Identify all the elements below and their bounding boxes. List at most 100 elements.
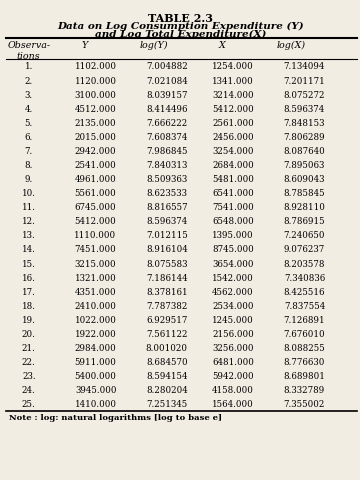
Text: 22.: 22. [22, 358, 36, 367]
Text: 7.787382: 7.787382 [147, 302, 188, 311]
Text: 9.076237: 9.076237 [284, 245, 325, 254]
Text: 7.840313: 7.840313 [147, 161, 188, 170]
Text: 7.240650: 7.240650 [284, 231, 325, 240]
Text: 17.: 17. [22, 288, 36, 297]
Text: 6.: 6. [24, 133, 33, 142]
Text: Observa-
tions: Observa- tions [7, 41, 50, 61]
Text: 21.: 21. [22, 344, 36, 353]
Text: 7.012115: 7.012115 [146, 231, 188, 240]
Text: 15.: 15. [22, 260, 36, 269]
Text: 2015.000: 2015.000 [75, 133, 117, 142]
Text: 1254.000: 1254.000 [212, 62, 254, 72]
Text: 7451.000: 7451.000 [75, 245, 117, 254]
Text: 5561.000: 5561.000 [75, 189, 117, 198]
Text: 2984.000: 2984.000 [75, 344, 117, 353]
Text: 2534.000: 2534.000 [212, 302, 254, 311]
Text: 8.623533: 8.623533 [147, 189, 188, 198]
Text: Data on Log Consumption Expenditure (Y): Data on Log Consumption Expenditure (Y) [57, 22, 303, 31]
Text: 8745.000: 8745.000 [212, 245, 254, 254]
Text: 7.126891: 7.126891 [283, 316, 325, 325]
Text: 6745.000: 6745.000 [75, 203, 117, 212]
Text: 8.689801: 8.689801 [283, 372, 325, 381]
Text: 5.: 5. [24, 119, 33, 128]
Text: 3945.000: 3945.000 [75, 386, 117, 395]
Text: 7.986845: 7.986845 [146, 147, 188, 156]
Text: 9.: 9. [24, 175, 33, 184]
Text: 3654.000: 3654.000 [212, 260, 254, 269]
Text: 8.: 8. [24, 161, 33, 170]
Text: 1245.000: 1245.000 [212, 316, 254, 325]
Text: 8.075272: 8.075272 [284, 91, 325, 100]
Text: 8.088255: 8.088255 [283, 344, 325, 353]
Text: 7.004882: 7.004882 [146, 62, 188, 72]
Text: 7.340836: 7.340836 [284, 274, 325, 283]
Text: 7.186144: 7.186144 [146, 274, 188, 283]
Text: 8.684570: 8.684570 [146, 358, 188, 367]
Text: 8.509363: 8.509363 [147, 175, 188, 184]
Text: Note : log: natural logarithms [log to base e]: Note : log: natural logarithms [log to b… [9, 414, 222, 422]
Text: 1564.000: 1564.000 [212, 400, 254, 409]
Text: 7.848153: 7.848153 [284, 119, 325, 128]
Text: 8.087640: 8.087640 [283, 147, 325, 156]
Text: 8.596374: 8.596374 [284, 105, 325, 114]
Text: 7.251345: 7.251345 [147, 400, 188, 409]
Text: 10.: 10. [22, 189, 36, 198]
Text: 7.134094: 7.134094 [284, 62, 325, 72]
Text: 5412.000: 5412.000 [75, 217, 117, 227]
Text: 2.: 2. [24, 76, 33, 85]
Text: 8.594154: 8.594154 [146, 372, 188, 381]
Text: 7.561122: 7.561122 [146, 330, 188, 339]
Text: 8.425516: 8.425516 [284, 288, 325, 297]
Text: 7.608374: 7.608374 [147, 133, 188, 142]
Text: 4351.000: 4351.000 [75, 288, 117, 297]
Text: 7.837554: 7.837554 [284, 302, 325, 311]
Text: log(Y): log(Y) [139, 41, 168, 50]
Text: 24.: 24. [22, 386, 36, 395]
Text: 8.916104: 8.916104 [146, 245, 188, 254]
Text: 1341.000: 1341.000 [212, 76, 254, 85]
Text: 2684.000: 2684.000 [212, 161, 254, 170]
Text: 3254.000: 3254.000 [212, 147, 254, 156]
Text: 1120.000: 1120.000 [75, 76, 117, 85]
Text: 4512.000: 4512.000 [75, 105, 117, 114]
Text: 6541.000: 6541.000 [212, 189, 254, 198]
Text: 6548.000: 6548.000 [212, 217, 254, 227]
Text: 8.280204: 8.280204 [146, 386, 188, 395]
Text: 6481.000: 6481.000 [212, 358, 254, 367]
Text: 1922.000: 1922.000 [75, 330, 117, 339]
Text: 1110.000: 1110.000 [75, 231, 117, 240]
Text: 5400.000: 5400.000 [75, 372, 117, 381]
Text: 1395.000: 1395.000 [212, 231, 254, 240]
Text: 4562.000: 4562.000 [212, 288, 254, 297]
Text: 8.332789: 8.332789 [284, 386, 325, 395]
Text: 7.201171: 7.201171 [283, 76, 325, 85]
Text: 1022.000: 1022.000 [75, 316, 117, 325]
Text: 13.: 13. [22, 231, 36, 240]
Text: 1102.000: 1102.000 [75, 62, 117, 72]
Text: 3256.000: 3256.000 [212, 344, 254, 353]
Text: 3.: 3. [25, 91, 33, 100]
Text: 5911.000: 5911.000 [75, 358, 117, 367]
Text: 7541.000: 7541.000 [212, 203, 254, 212]
Text: 2541.000: 2541.000 [75, 161, 117, 170]
Text: 6.929517: 6.929517 [147, 316, 188, 325]
Text: 5942.000: 5942.000 [212, 372, 254, 381]
Text: 2942.000: 2942.000 [75, 147, 117, 156]
Text: 14.: 14. [22, 245, 36, 254]
Text: 8.785845: 8.785845 [283, 189, 325, 198]
Text: 2135.000: 2135.000 [75, 119, 117, 128]
Text: 12.: 12. [22, 217, 36, 227]
Text: 16.: 16. [22, 274, 36, 283]
Text: 1410.000: 1410.000 [75, 400, 117, 409]
Text: 19.: 19. [22, 316, 36, 325]
Text: 7.676010: 7.676010 [283, 330, 325, 339]
Text: 1321.000: 1321.000 [75, 274, 117, 283]
Text: 8.203578: 8.203578 [284, 260, 325, 269]
Text: 2156.000: 2156.000 [212, 330, 254, 339]
Text: 7.355002: 7.355002 [284, 400, 325, 409]
Text: 20.: 20. [22, 330, 36, 339]
Text: 7.021084: 7.021084 [146, 76, 188, 85]
Text: 8.001020: 8.001020 [146, 344, 188, 353]
Text: 8.816557: 8.816557 [146, 203, 188, 212]
Text: 5412.000: 5412.000 [212, 105, 254, 114]
